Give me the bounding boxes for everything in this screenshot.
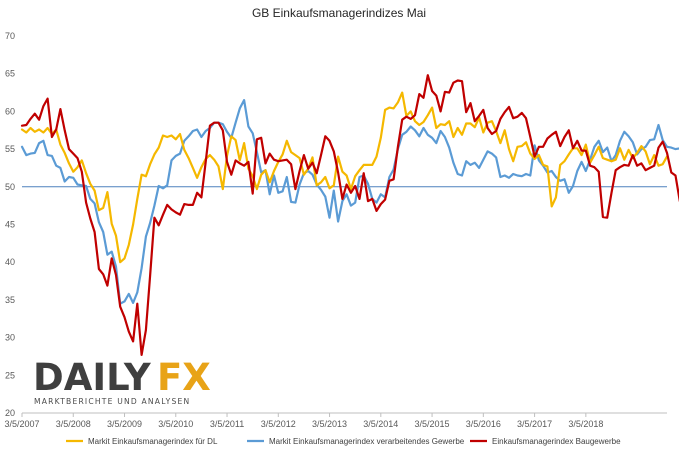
logo-tagline: MARKTBERICHTE UND ANALYSEN — [34, 397, 190, 406]
legend: Markit Einkaufsmanagerindex für DL Markit… — [66, 437, 621, 446]
x-tick-label: 3/5/2011 — [210, 419, 244, 429]
legend-label: Markit Einkaufsmanagerindex für DL — [88, 437, 218, 446]
y-tick-label: 25 — [5, 370, 15, 380]
y-tick-label: 65 — [5, 69, 15, 79]
x-tick-label: 3/5/2007 — [4, 419, 39, 429]
x-tick-label: 3/5/2010 — [158, 419, 193, 429]
y-tick-label: 40 — [5, 257, 15, 267]
logo-fx-text: FX — [157, 356, 211, 399]
x-tick-label: 3/5/2008 — [56, 419, 91, 429]
y-tick-label: 45 — [5, 220, 15, 230]
axes: 20 25 30 35 40 45 50 55 60 65 70 3/5/2007 3/5/2008 3/… — [4, 31, 667, 429]
x-tick-label: 3/5/2013 — [312, 419, 347, 429]
chart-title: GB Einkaufsmanagerindizes Mai — [252, 6, 426, 20]
x-tick-label: 3/5/2017 — [517, 419, 552, 429]
y-tick-label: 55 — [5, 144, 15, 154]
series-layer — [20, 74, 679, 356]
x-tick-label: 3/5/2018 — [568, 419, 603, 429]
x-tick-label: 3/5/2012 — [261, 419, 296, 429]
y-tick-label: 35 — [5, 295, 15, 305]
y-tick-label: 50 — [5, 182, 15, 192]
x-tick-label: 3/5/2015 — [415, 419, 450, 429]
legend-label: Markit Einkaufsmanagerindex verarbeitend… — [269, 437, 465, 446]
y-tick-label: 30 — [5, 333, 15, 343]
series-line-dienstleistung — [20, 91, 669, 264]
legend-item-baugewerbe: Einkaufsmanagerindex Baugewerbe — [470, 437, 621, 446]
y-tick-label: 20 — [5, 408, 15, 418]
x-tick-label: 3/5/2009 — [107, 419, 142, 429]
x-tick-label: 3/5/2016 — [466, 419, 501, 429]
x-tick-label: 3/5/2014 — [363, 419, 398, 429]
dailyfx-logo: DAILY FX MARKTBERICHTE UND ANALYSEN — [33, 356, 211, 406]
logo-daily-text: DAILY — [33, 356, 152, 399]
legend-item-verarbeitendes-gewerbe: Markit Einkaufsmanagerindex verarbeitend… — [247, 437, 465, 446]
y-tick-label: 60 — [5, 106, 15, 116]
legend-label: Einkaufsmanagerindex Baugewerbe — [492, 437, 621, 446]
series-line-baugewerbe — [20, 74, 679, 356]
legend-item-dienstleistung: Markit Einkaufsmanagerindex für DL — [66, 437, 218, 446]
y-tick-label: 70 — [5, 31, 15, 41]
